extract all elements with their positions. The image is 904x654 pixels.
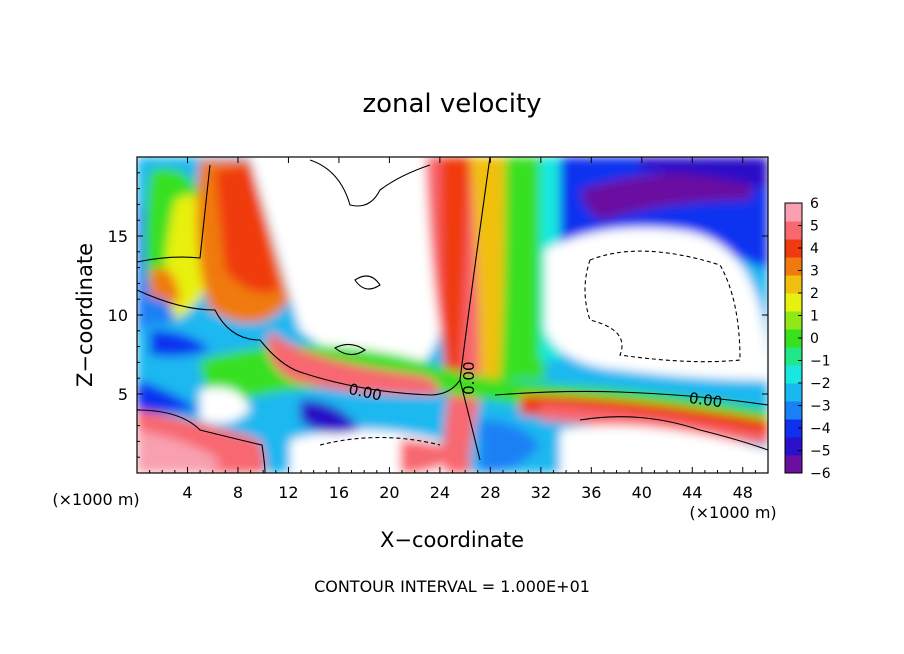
contour-line (319, 436, 441, 446)
y-axis-label: Z−coordinate (73, 243, 97, 387)
contour-line (584, 250, 741, 363)
field-region (560, 425, 768, 473)
y-tick-label: 10 (108, 306, 128, 325)
contour-line (579, 416, 768, 451)
contour-line (137, 157, 491, 396)
x-tick-label: 48 (733, 483, 753, 502)
colorbar-tick-label: −4 (810, 421, 831, 437)
colorbar-swatch (785, 239, 802, 258)
x-axis-ticks: 4 8 12 16 20 24 28 32 36 40 44 48 (149, 157, 756, 502)
colorbar-tick-label: 1 (810, 309, 819, 325)
colorbar-swatch (785, 293, 802, 312)
x-unit-right: (×1000 m) (689, 503, 776, 522)
field-region (267, 330, 440, 395)
contour-line (459, 379, 481, 461)
x-tick-label: 24 (430, 483, 450, 502)
colorbar-tick-label: −1 (810, 354, 831, 370)
colorbar-tick-label: −5 (810, 444, 831, 460)
field-region (250, 157, 440, 370)
contour-line (137, 409, 266, 473)
x-tick-label: 12 (278, 483, 298, 502)
colorbar-swatch (785, 419, 802, 438)
colorbar: 6 5 4 3 2 1 0 −1 −2 −3 −4 −5 −6 (784, 196, 831, 482)
colorbar-tick-label: −2 (810, 376, 831, 392)
field-region (150, 268, 180, 305)
colorbar-swatch (785, 455, 802, 474)
contour-lines (137, 157, 768, 473)
field-region (400, 440, 460, 473)
colorbar-tick-label: 0 (810, 331, 819, 347)
field-region (200, 387, 250, 424)
colorbar-swatch (785, 383, 802, 402)
contour-line (309, 159, 431, 207)
colorbar-tick-label: 6 (810, 196, 819, 212)
contour-line (137, 164, 211, 263)
field-region (137, 380, 200, 413)
field-region (480, 420, 540, 473)
field-region (300, 400, 360, 434)
contour-interval-note: CONTOUR INTERVAL = 1.000E+01 (314, 577, 590, 596)
y-axis-ticks: 5 10 15 (108, 172, 768, 458)
field-region (137, 430, 220, 473)
x-tick-label: 16 (329, 483, 349, 502)
field-region (640, 157, 768, 190)
contour-line (334, 343, 366, 356)
colorbar-swatch (785, 221, 802, 240)
contour-line (354, 275, 381, 290)
x-tick-label: 36 (581, 483, 601, 502)
colorbar-swatch (785, 437, 802, 456)
colorbar-swatch (785, 401, 802, 420)
x-tick-label: 44 (682, 483, 702, 502)
field-region (140, 297, 175, 325)
colorbar-tick-label: 5 (810, 219, 819, 235)
x-tick-label: 40 (632, 483, 652, 502)
field-region (580, 170, 753, 220)
chart-title: zonal velocity (362, 89, 541, 119)
colorbar-swatch (785, 311, 802, 330)
x-tick-label: 4 (182, 483, 192, 502)
x-unit-left: (×1000 m) (52, 490, 139, 509)
colorbar-tick-label: −3 (810, 399, 831, 415)
field-region (440, 157, 470, 380)
colorbar-swatch (785, 203, 802, 222)
colorbar-swatch (785, 275, 802, 294)
colorbar-tick-label: 4 (810, 241, 819, 257)
x-tick-label: 32 (531, 483, 551, 502)
colorbar-swatch (785, 365, 802, 384)
contour-line (494, 390, 768, 406)
field-region (150, 330, 210, 357)
x-tick-label: 28 (480, 483, 500, 502)
colorbar-tick-label: 2 (810, 286, 819, 302)
contour-label: 0.00 (460, 361, 478, 394)
y-tick-label: 15 (108, 227, 128, 246)
contour-label: 0.00 (688, 389, 724, 411)
colorbar-tick-label: −6 (810, 466, 831, 482)
x-tick-label: 20 (379, 483, 399, 502)
colorbar-tick-label: 3 (810, 264, 819, 280)
colorbar-swatch (785, 329, 802, 348)
x-tick-label: 8 (233, 483, 243, 502)
field-region (545, 227, 768, 380)
field-region (540, 405, 768, 445)
colorbar-swatch (785, 257, 802, 276)
field-region (215, 165, 280, 293)
heatmap-field (137, 157, 768, 473)
y-tick-label: 5 (118, 385, 128, 404)
x-axis-label: X−coordinate (380, 528, 524, 552)
colorbar-swatch (785, 347, 802, 366)
